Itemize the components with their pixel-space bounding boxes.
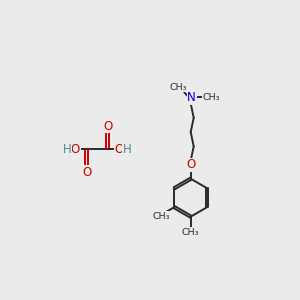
- Text: O: O: [114, 143, 124, 156]
- Text: O: O: [103, 120, 112, 133]
- Text: O: O: [71, 143, 80, 156]
- Text: CH₃: CH₃: [170, 83, 187, 92]
- Text: H: H: [123, 143, 131, 156]
- Text: N: N: [187, 91, 196, 104]
- Text: CH₃: CH₃: [203, 93, 220, 102]
- Text: CH₃: CH₃: [181, 228, 199, 237]
- Text: CH₃: CH₃: [152, 212, 170, 221]
- Text: O: O: [82, 166, 92, 179]
- Text: O: O: [186, 158, 195, 171]
- Text: H: H: [63, 143, 72, 156]
